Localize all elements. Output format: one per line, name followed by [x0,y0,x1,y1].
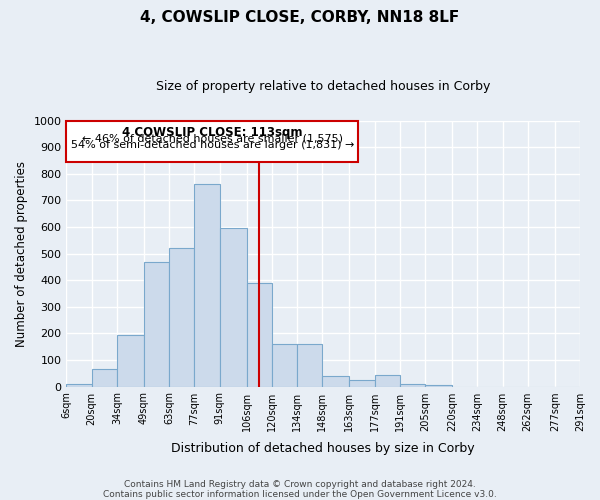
Bar [349,380,374,386]
Bar [322,376,349,386]
Bar [220,228,247,386]
Bar [144,262,169,386]
Bar [400,384,425,386]
Bar [67,384,92,386]
Y-axis label: Number of detached properties: Number of detached properties [15,160,28,346]
Bar [374,374,400,386]
Bar [169,248,194,386]
Bar [272,344,297,387]
X-axis label: Distribution of detached houses by size in Corby: Distribution of detached houses by size … [172,442,475,455]
Title: Size of property relative to detached houses in Corby: Size of property relative to detached ho… [156,80,490,93]
Bar [92,369,117,386]
Text: 4 COWSLIP CLOSE: 113sqm: 4 COWSLIP CLOSE: 113sqm [122,126,302,140]
Bar [194,184,220,386]
Bar [67,120,358,162]
Text: Contains HM Land Registry data © Crown copyright and database right 2024.: Contains HM Land Registry data © Crown c… [124,480,476,489]
Bar [247,283,272,387]
Bar [425,385,452,386]
Text: 54% of semi-detached houses are larger (1,831) →: 54% of semi-detached houses are larger (… [71,140,354,150]
Bar [297,344,322,387]
Text: Contains public sector information licensed under the Open Government Licence v3: Contains public sector information licen… [103,490,497,499]
Text: 4, COWSLIP CLOSE, CORBY, NN18 8LF: 4, COWSLIP CLOSE, CORBY, NN18 8LF [140,10,460,25]
Bar [117,334,144,386]
Text: ← 46% of detached houses are smaller (1,575): ← 46% of detached houses are smaller (1,… [82,134,343,143]
